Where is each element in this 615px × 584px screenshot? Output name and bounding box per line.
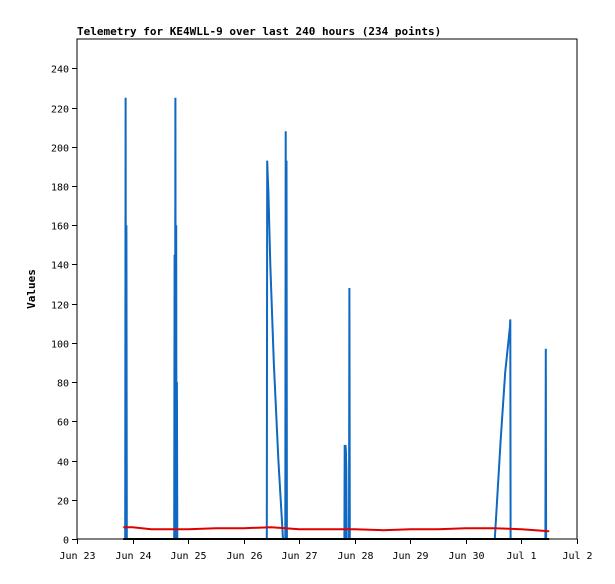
y-tick-label: 140 bbox=[51, 261, 69, 272]
plot-frame bbox=[76, 38, 578, 540]
y-tick-label: 160 bbox=[51, 222, 69, 233]
y-tick-label: 20 bbox=[57, 497, 69, 508]
x-tick-label: Jun 25 bbox=[170, 551, 206, 562]
x-tick-label: Jun 24 bbox=[115, 551, 151, 562]
x-tick-label: Jun 23 bbox=[59, 551, 95, 562]
y-tick-label: 40 bbox=[57, 458, 69, 469]
x-tick-label: Jun 26 bbox=[226, 551, 262, 562]
x-tick-label: Jul 2 bbox=[562, 551, 592, 562]
series-line-1 bbox=[124, 97, 548, 540]
y-tick-label: 0 bbox=[63, 536, 69, 547]
x-tick-label: Jun 27 bbox=[281, 551, 317, 562]
y-tick-label: 80 bbox=[57, 379, 69, 390]
x-tick-label: Jul 1 bbox=[506, 551, 536, 562]
y-axis-label: Values bbox=[25, 269, 38, 309]
x-tick-label: Jun 28 bbox=[337, 551, 373, 562]
y-tick-label: 120 bbox=[51, 301, 69, 312]
x-tick-label: Jun 29 bbox=[392, 551, 428, 562]
y-tick-label: 60 bbox=[57, 418, 69, 429]
chart-title: Telemetry for KE4WLL-9 over last 240 hou… bbox=[77, 25, 441, 38]
y-tick-label: 240 bbox=[51, 65, 69, 76]
y-tick-label: 180 bbox=[51, 183, 69, 194]
y-axis: 0 20 40 60 80 100 120 140 160 180 200 220 240 bbox=[51, 65, 77, 547]
x-tick-label: Jun 30 bbox=[448, 551, 484, 562]
series-layer bbox=[123, 97, 550, 540]
x-axis: Jun 23 Jun 24 Jun 25 Jun 26 Jun 27 Jun 28 Jun … bbox=[59, 539, 593, 562]
y-tick-label: 100 bbox=[51, 340, 69, 351]
y-tick-label: 220 bbox=[51, 105, 69, 116]
y-tick-label: 200 bbox=[51, 144, 69, 155]
series-line-2 bbox=[123, 526, 550, 533]
